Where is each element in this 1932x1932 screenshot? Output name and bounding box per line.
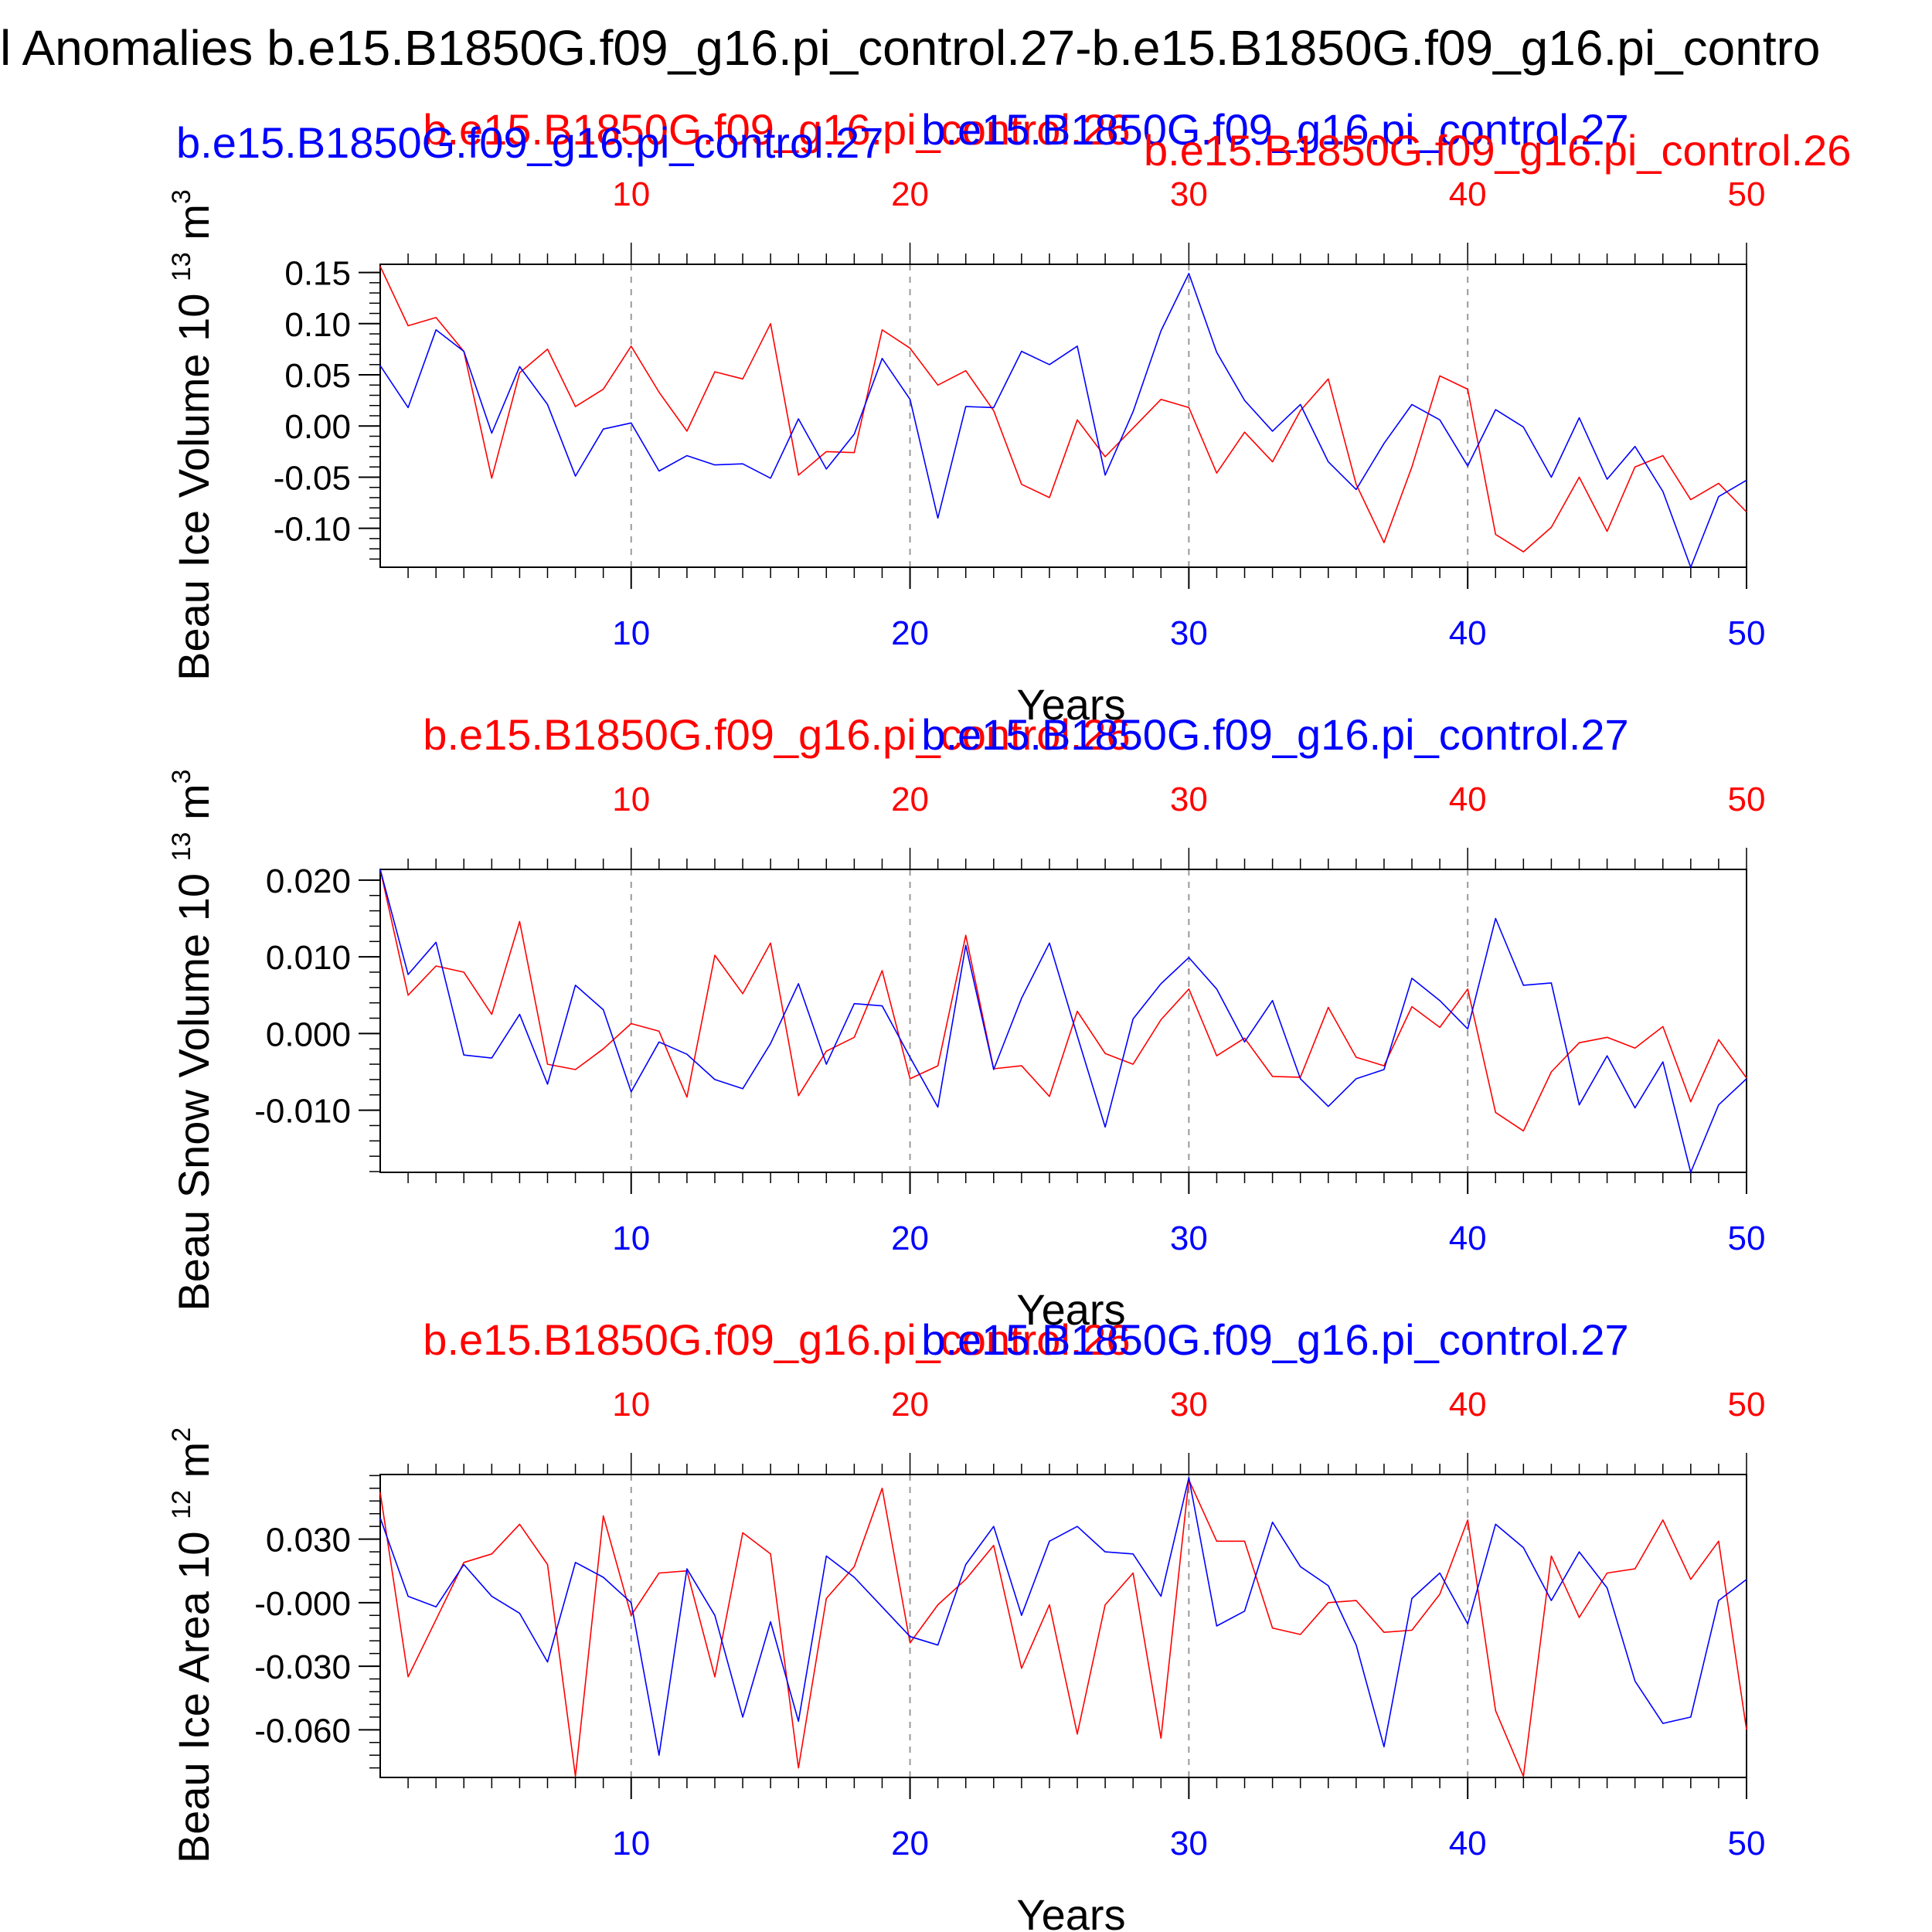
y-axis-label: Beau Snow Volume 10 13 m3 — [167, 769, 218, 1311]
x-tick-label-top: 40 — [1449, 175, 1487, 213]
y-tick-label: 0.030 — [266, 1522, 351, 1560]
plot-frame — [379, 1474, 1747, 1778]
series-label-blue: b.e15.B1850G.f09_g16.pi_control.27 — [921, 1315, 1628, 1364]
x-axis-label: Years — [1016, 1285, 1125, 1334]
y-tick-label: 0.15 — [284, 255, 351, 293]
x-tick-label-top: 50 — [1728, 175, 1766, 213]
series-line-blue — [379, 1477, 1747, 1756]
x-tick-label-bottom: 10 — [612, 1219, 650, 1257]
x-tick-label-top: 30 — [1170, 1386, 1208, 1423]
series-label-red: b.e15.B1850G.f09_g16.pi_control.26 — [423, 1315, 1130, 1364]
y-tick-label: 0.020 — [266, 862, 351, 900]
x-tick-label-top: 50 — [1728, 1386, 1766, 1423]
x-tick-label-top: 20 — [891, 175, 929, 213]
x-tick-label-bottom: 40 — [1449, 1219, 1487, 1257]
x-tick-label-bottom: 40 — [1449, 1825, 1487, 1862]
figure-title: l Anomalies b.e15.B1850G.f09_g16.pi_cont… — [0, 20, 1821, 76]
series-line-blue — [379, 273, 1747, 568]
y-tick-label: 0.00 — [284, 408, 351, 446]
x-tick-label-bottom: 50 — [1728, 1825, 1766, 1862]
series-line-red — [379, 869, 1747, 1132]
x-axis-label: Years — [1016, 680, 1125, 729]
y-tick-label: 0.05 — [284, 357, 351, 395]
plot-frame — [379, 869, 1747, 1173]
x-tick-label-top: 20 — [891, 781, 929, 818]
plot-frame — [379, 264, 1747, 568]
x-tick-label-bottom: 30 — [1170, 1825, 1208, 1862]
x-tick-label-bottom: 40 — [1449, 614, 1487, 652]
panel-2: 0.020 0.010 0.000 -0.010 10 10 20 20 30 30 40 40 50 5… — [167, 710, 1765, 1334]
y-tick-label: 0.10 — [284, 306, 351, 344]
series-label-red: b.e15.B1850G.f09_g16.pi_control.26 — [423, 710, 1130, 759]
extra-series-label-blue: b.e15.B1850G.f09_g16.pi_control.27 — [176, 118, 883, 167]
panels: 0.15 0.10 0.05 0.00 -0.05 -0.10 10 10 20 20 30 30 40… — [167, 105, 1851, 1932]
y-tick-label: -0.010 — [254, 1093, 351, 1131]
panel-1: 0.15 0.10 0.05 0.00 -0.05 -0.10 10 10 20 20 30 30 40… — [167, 105, 1851, 729]
x-tick-label-top: 10 — [612, 1386, 650, 1423]
x-tick-label-bottom: 50 — [1728, 614, 1766, 652]
series-label-blue: b.e15.B1850G.f09_g16.pi_control.27 — [921, 710, 1628, 759]
x-tick-label-bottom: 30 — [1170, 1219, 1208, 1257]
series-label-blue: b.e15.B1850G.f09_g16.pi_control.27 — [921, 105, 1628, 154]
x-axis-label: Years — [1016, 1890, 1125, 1932]
x-tick-label-top: 30 — [1170, 175, 1208, 213]
series-line-red — [379, 1479, 1747, 1777]
y-tick-label: -0.060 — [254, 1712, 351, 1750]
y-tick-label: 0.010 — [266, 939, 351, 977]
x-tick-label-bottom: 20 — [891, 1825, 929, 1862]
y-tick-label: -0.030 — [254, 1648, 351, 1686]
x-tick-label-top: 30 — [1170, 781, 1208, 818]
y-tick-label: -0.10 — [274, 511, 351, 549]
x-tick-label-bottom: 30 — [1170, 614, 1208, 652]
x-tick-label-top: 50 — [1728, 781, 1766, 818]
series-label-red: b.e15.B1850G.f09_g16.pi_control.26 — [423, 105, 1130, 154]
x-tick-label-top: 10 — [612, 781, 650, 818]
series-line-blue — [379, 869, 1747, 1173]
y-tick-label: -0.05 — [274, 459, 351, 497]
x-tick-label-bottom: 50 — [1728, 1219, 1766, 1257]
x-tick-label-top: 10 — [612, 175, 650, 213]
x-tick-label-bottom: 20 — [891, 1219, 929, 1257]
y-tick-label: 0.000 — [266, 1015, 351, 1053]
y-tick-label: -0.000 — [254, 1585, 351, 1623]
x-tick-label-bottom: 10 — [612, 614, 650, 652]
panel-3: 0.030 -0.000 -0.030 -0.060 10 10 20 20 30 30 40 40 5… — [167, 1315, 1765, 1932]
x-tick-label-top: 20 — [891, 1386, 929, 1423]
x-tick-label-bottom: 10 — [612, 1825, 650, 1862]
y-axis-label: Beau Ice Area 10 12 m2 — [167, 1427, 218, 1863]
x-tick-label-bottom: 20 — [891, 614, 929, 652]
x-tick-label-top: 40 — [1449, 1386, 1487, 1423]
extra-series-label-red: b.e15.B1850G.f09_g16.pi_control.26 — [1144, 126, 1851, 175]
series-line-red — [379, 266, 1747, 553]
y-axis-label: Beau Ice Volume 10 13 m3 — [167, 189, 218, 681]
x-tick-label-top: 40 — [1449, 781, 1487, 818]
